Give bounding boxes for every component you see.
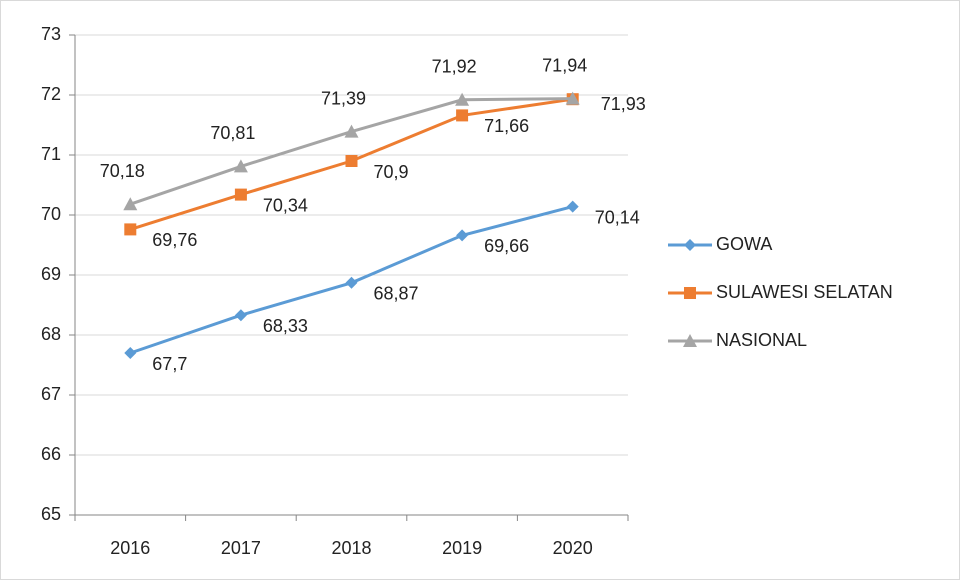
data-label: 69,66 [484,236,529,256]
marker [234,309,247,322]
y-tick-label: 67 [41,384,61,404]
marker [233,159,248,173]
legend-marker [684,239,696,251]
marker [565,91,580,105]
data-label: 71,66 [484,116,529,136]
data-label: 68,33 [263,316,308,336]
marker [456,109,469,122]
data-label: 70,14 [595,207,640,227]
legend-label: SULAWESI SELATAN [716,282,893,302]
data-label: 68,87 [374,284,419,304]
marker [456,229,469,242]
marker [124,223,137,236]
data-label: 69,76 [152,230,197,250]
y-tick-label: 68 [41,324,61,344]
y-tick-label: 73 [41,24,61,44]
x-tick-label: 2017 [221,538,261,558]
marker [344,124,359,138]
x-tick-label: 2019 [442,538,482,558]
y-tick-label: 70 [41,204,61,224]
data-label: 70,34 [263,195,308,215]
legend-label: GOWA [716,234,772,254]
x-tick-label: 2016 [110,538,150,558]
legend-marker [683,334,697,347]
data-label: 71,92 [432,57,477,77]
y-tick-label: 72 [41,84,61,104]
data-label: 71,93 [601,94,646,114]
y-tick-label: 69 [41,264,61,284]
legend-marker [684,287,696,299]
data-label: 70,81 [210,123,255,143]
legend-label: NASIONAL [716,330,807,350]
marker [566,200,579,213]
data-label: 70,18 [100,161,145,181]
marker [455,92,470,106]
marker [345,276,358,289]
data-label: 71,39 [321,88,366,108]
marker [124,347,137,359]
marker [123,197,138,211]
data-label: 70,9 [374,162,409,182]
marker [345,155,358,167]
data-label: 67,7 [152,354,187,374]
data-label: 71,94 [542,55,587,75]
x-tick-label: 2020 [553,538,593,558]
marker [234,188,247,201]
x-tick-label: 2018 [331,538,371,558]
y-tick-label: 65 [41,504,61,524]
y-tick-label: 66 [41,444,61,464]
y-tick-label: 71 [41,144,61,164]
